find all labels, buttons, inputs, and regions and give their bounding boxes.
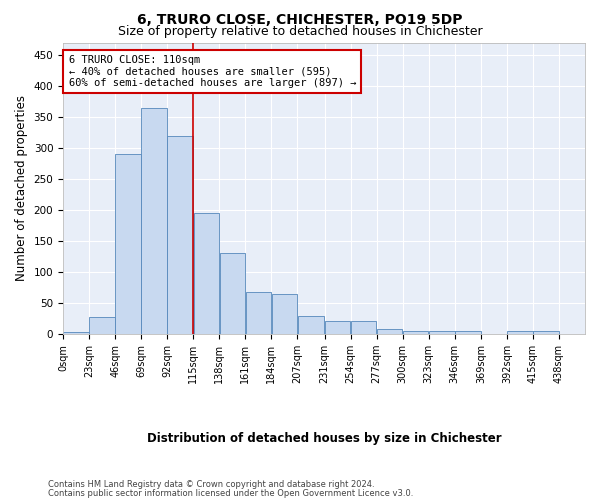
Bar [64, 332, 89, 334]
Bar [220, 254, 245, 334]
Bar [377, 329, 403, 334]
Bar [325, 320, 350, 334]
Bar [167, 136, 193, 334]
Bar [115, 154, 141, 334]
Text: 6, TRURO CLOSE, CHICHESTER, PO19 5DP: 6, TRURO CLOSE, CHICHESTER, PO19 5DP [137, 12, 463, 26]
Bar [533, 331, 559, 334]
Bar [403, 331, 428, 334]
Bar [245, 292, 271, 334]
Text: 6 TRURO CLOSE: 110sqm
← 40% of detached houses are smaller (595)
60% of semi-det: 6 TRURO CLOSE: 110sqm ← 40% of detached … [68, 55, 356, 88]
Bar [507, 331, 533, 334]
Bar [351, 320, 376, 334]
Y-axis label: Number of detached properties: Number of detached properties [15, 96, 28, 282]
Bar [142, 108, 167, 334]
Bar [272, 294, 297, 334]
Text: Contains HM Land Registry data © Crown copyright and database right 2024.: Contains HM Land Registry data © Crown c… [48, 480, 374, 489]
Text: Size of property relative to detached houses in Chichester: Size of property relative to detached ho… [118, 25, 482, 38]
Bar [298, 316, 324, 334]
X-axis label: Distribution of detached houses by size in Chichester: Distribution of detached houses by size … [147, 432, 502, 445]
Bar [194, 213, 219, 334]
Text: Contains public sector information licensed under the Open Government Licence v3: Contains public sector information licen… [48, 488, 413, 498]
Bar [89, 317, 115, 334]
Bar [429, 331, 455, 334]
Bar [455, 331, 481, 334]
